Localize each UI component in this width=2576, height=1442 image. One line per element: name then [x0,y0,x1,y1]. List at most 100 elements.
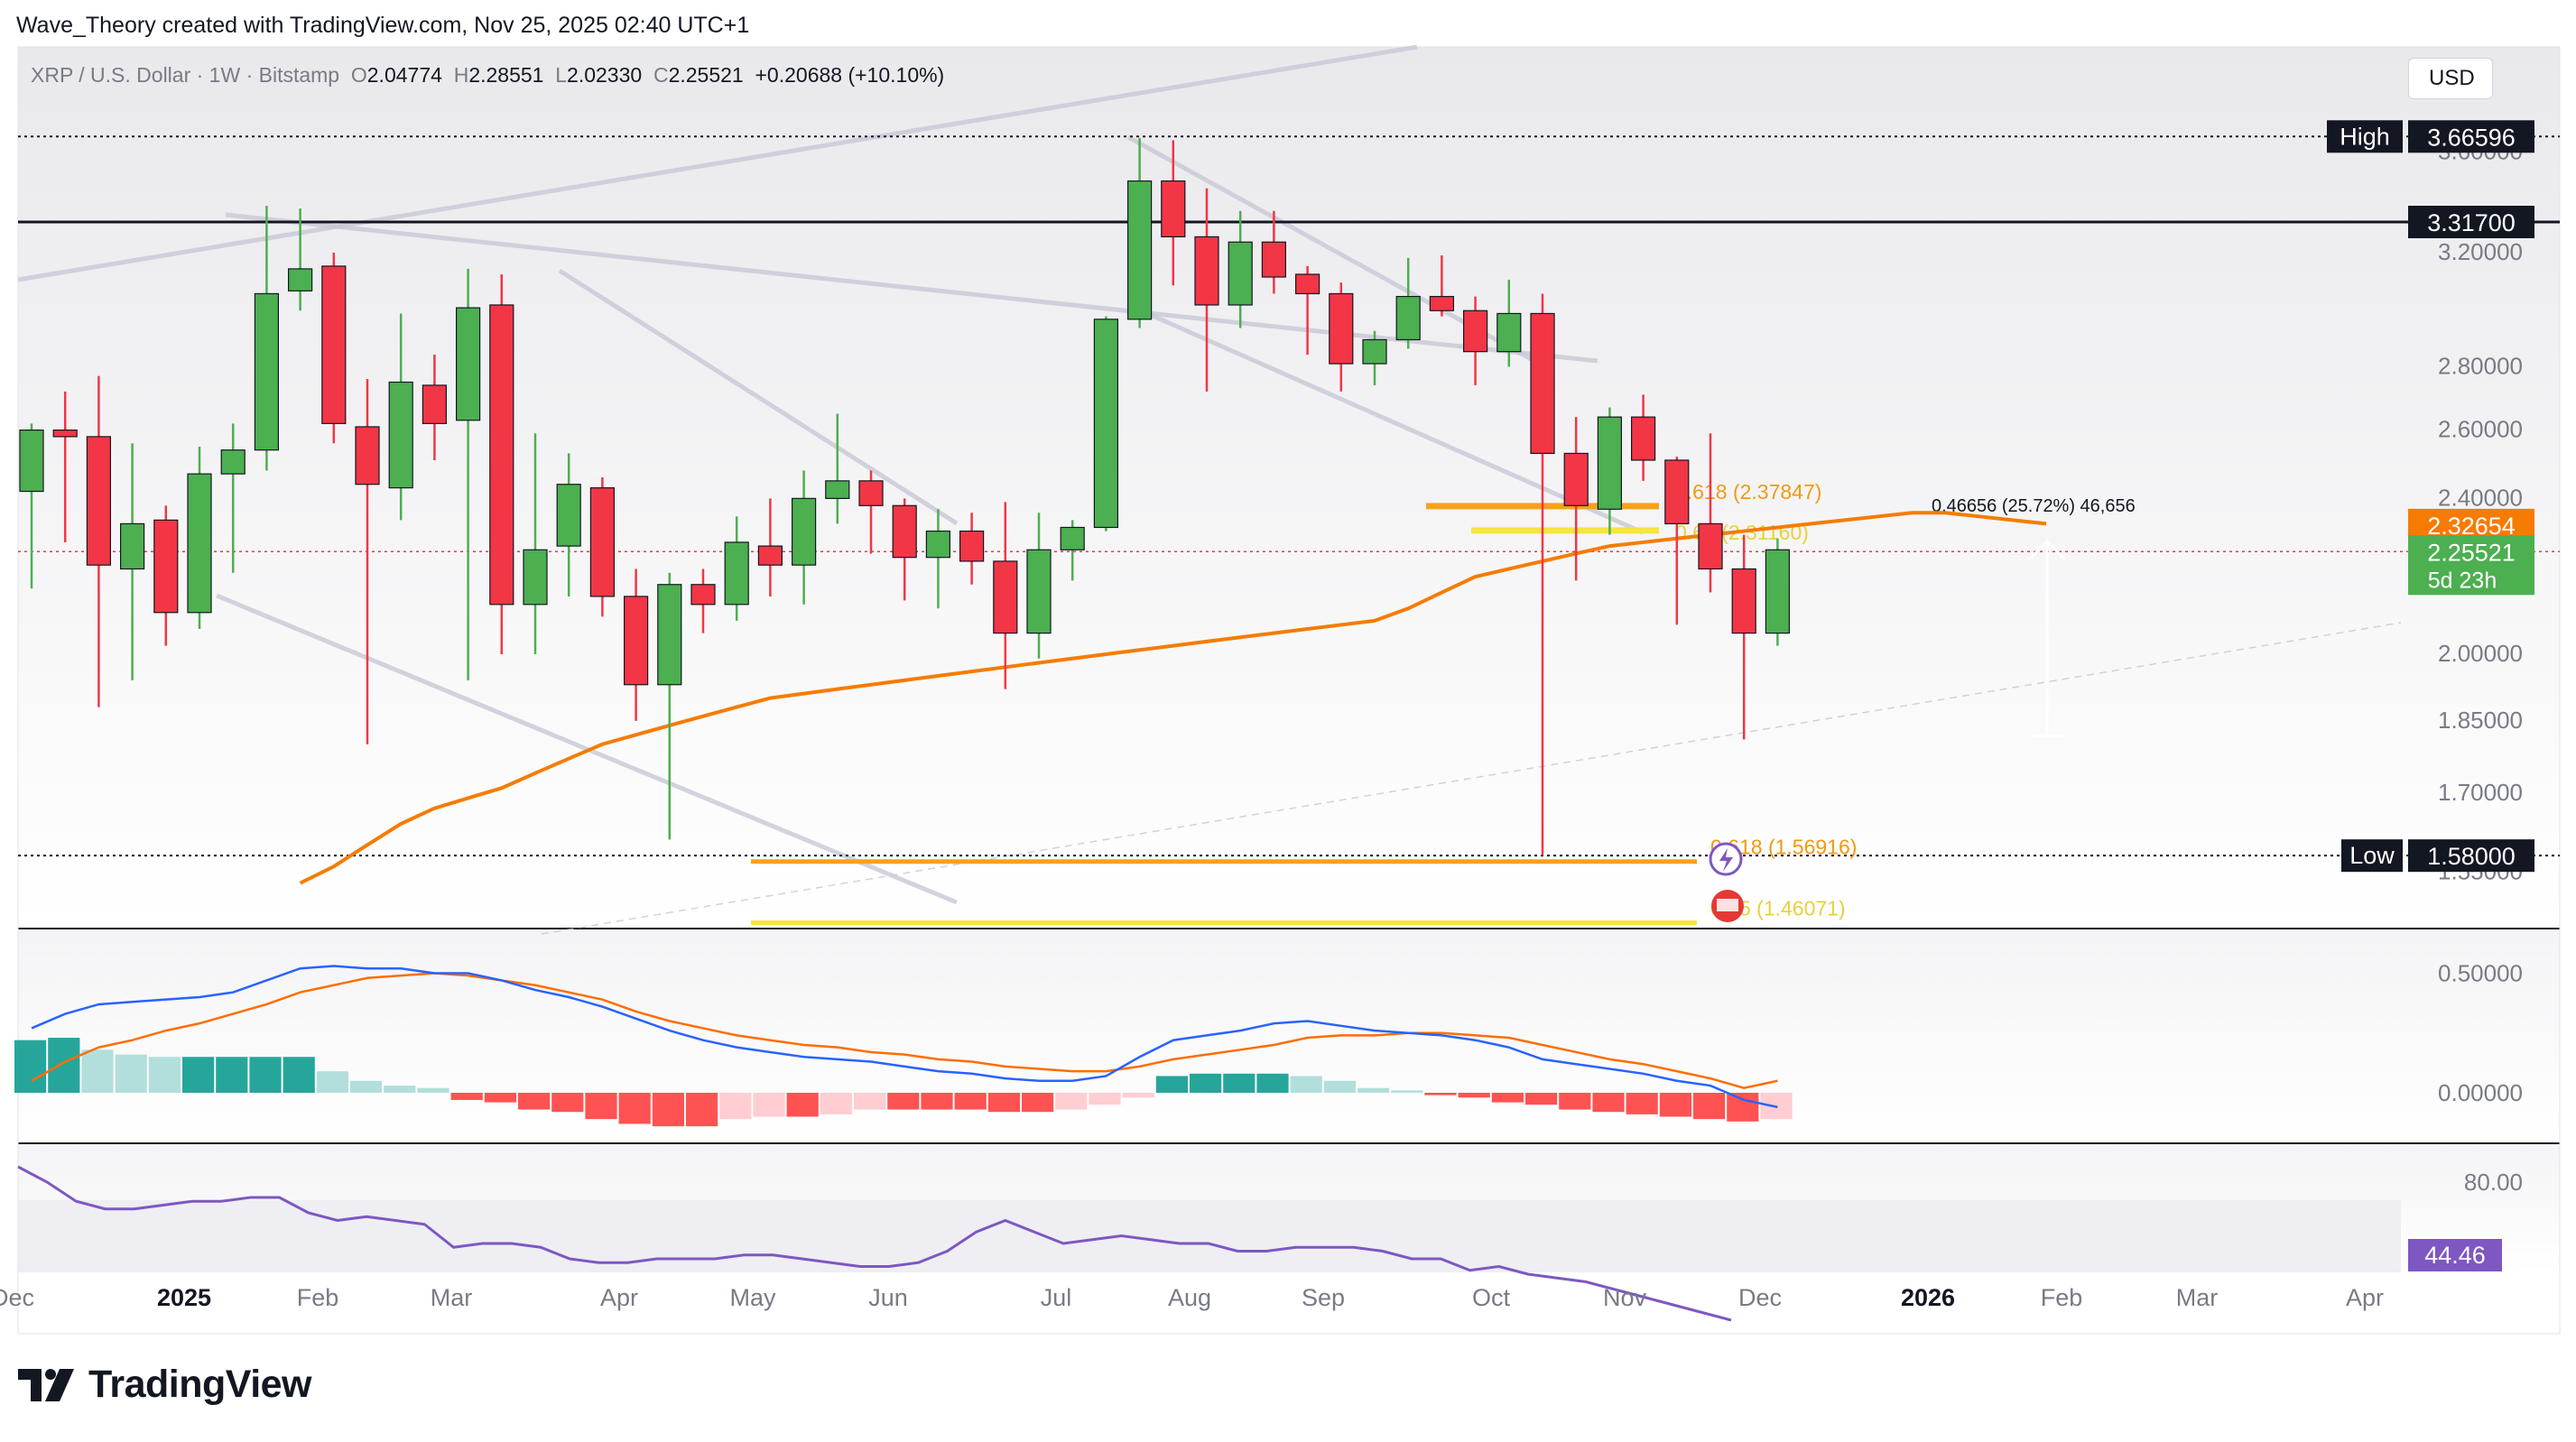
last-price-tag: 2.25521 [2427,539,2516,566]
ma-price-tag: 2.32654 [2427,513,2516,540]
candle-body [52,429,78,438]
symbol-legend: XRP / U.S. Dollar · 1W · Bitstamp O2.047… [31,63,944,88]
candle-body [523,549,548,605]
chart-attribution: Wave_Theory created with TradingView.com… [16,13,750,38]
last-price-tag-bg [2408,535,2534,596]
macd-histogram-bar [921,1093,953,1110]
rsi-band [18,1200,2401,1272]
x-tick-label: Feb [297,1284,339,1311]
candle-body [1664,459,1690,525]
candle-body [288,268,313,291]
measure-label: 0.46656 (25.72%) 46,656 [1932,496,2136,516]
macd-histogram-bar [1190,1073,1222,1093]
candle-body [1026,549,1052,634]
channel-line [216,593,958,905]
x-tick-label: Aug [1168,1284,1211,1311]
macd-histogram-bar [484,1093,516,1103]
macd-histogram-bar [1659,1093,1691,1117]
candle-body [187,473,212,614]
legend-close: 2.25521 [668,63,744,87]
macd-histogram-bar [216,1057,248,1093]
candle-body [657,584,682,686]
candle-body [355,426,380,485]
macd-histogram-bar [1256,1073,1289,1093]
macd-histogram-bar [820,1093,852,1114]
candle-body [1228,241,1253,306]
candle-body [254,292,279,451]
macd-histogram-bar [384,1086,416,1093]
candle-body [1329,292,1354,365]
x-tick-label: Feb [2041,1284,2083,1311]
macd-histogram-bar [518,1093,551,1110]
candle-body [1194,236,1219,306]
macd-histogram-bar [1357,1087,1390,1093]
candle-body [589,487,616,597]
x-tick-label: Oct [1472,1284,1511,1311]
candle-body [1362,338,1387,365]
candle-body [791,497,817,566]
x-tick-label: Dec [1738,1284,1782,1311]
x-tick-label: 2026 [1901,1284,1955,1311]
candle-body [153,519,179,614]
y-tick-label: 2.40000 [2438,484,2523,511]
macd-histogram-bar [1693,1093,1726,1120]
candle-body [1630,416,1656,461]
x-tick-label: Mar [2176,1284,2219,1311]
macd-histogram-bar [753,1093,785,1117]
macd-histogram-bar [1525,1093,1558,1105]
macd-histogram-bar [987,1093,1020,1113]
level-tag-label-bg [2327,120,2403,153]
tradingview-logo[interactable]: TradingView [18,1363,312,1407]
candle-body [1698,522,1723,570]
x-tick-label: May [729,1284,776,1311]
currency-button[interactable]: USD [2408,58,2493,99]
level-tag-label: Low [2349,842,2395,869]
macd-histogram-bar [148,1057,181,1093]
channel-line [225,212,1598,364]
x-tick-label: Mar [431,1284,473,1311]
legend-symbol: XRP / U.S. Dollar · 1W · Bitstamp [31,63,340,87]
fib-label: 0.618 (2.37847) [1675,480,1821,504]
level-tag-bg [2408,839,2534,873]
measure-arrow-head [2027,539,2067,561]
candle-body [724,541,749,605]
candle-body [456,307,481,421]
candle-body [993,560,1018,634]
macd-histogram-bar [115,1054,147,1093]
channel-line [541,622,2402,935]
x-tick-label: Dec [0,1284,34,1311]
candle-body [1429,295,1455,311]
y-tick-label: 1.85000 [2438,707,2523,734]
candle-body [690,584,716,605]
macd-histogram-bar [14,1040,47,1093]
level-tag-value: 3.66596 [2427,124,2516,151]
macd-histogram-bar [1559,1093,1591,1110]
macd-histogram-bar [1592,1093,1625,1113]
macd-histogram-bar [316,1071,348,1093]
candle-body [925,530,951,559]
macd-histogram-bar [81,1049,114,1093]
candle-body [623,596,649,686]
channel-line [1126,302,1645,535]
level-tag-value: 3.31700 [2427,209,2516,236]
candle-body [1765,549,1791,634]
x-tick-label: Apr [600,1284,638,1311]
macd-histogram-bar [417,1087,449,1093]
x-tick-label: Nov [1603,1284,1647,1311]
macd-histogram-bar [618,1093,651,1124]
macd-signal-line [31,972,1778,1089]
macd-pane [18,929,2560,1142]
macd-histogram-bar [182,1057,215,1093]
macd-histogram-bar [652,1093,684,1127]
legend-low: 2.02330 [567,63,643,87]
us-flag-stripes [1717,899,1738,911]
macd-histogram-bar [1491,1093,1524,1103]
candle-body [757,545,783,566]
macd-histogram-bar [786,1093,819,1117]
macd-histogram-bar [1022,1093,1054,1113]
rsi-y-tick: 80.00 [2464,1169,2523,1196]
y-tick-label: 2.60000 [2438,416,2523,443]
candle-body [489,304,514,605]
macd-histogram-bar [887,1093,920,1110]
